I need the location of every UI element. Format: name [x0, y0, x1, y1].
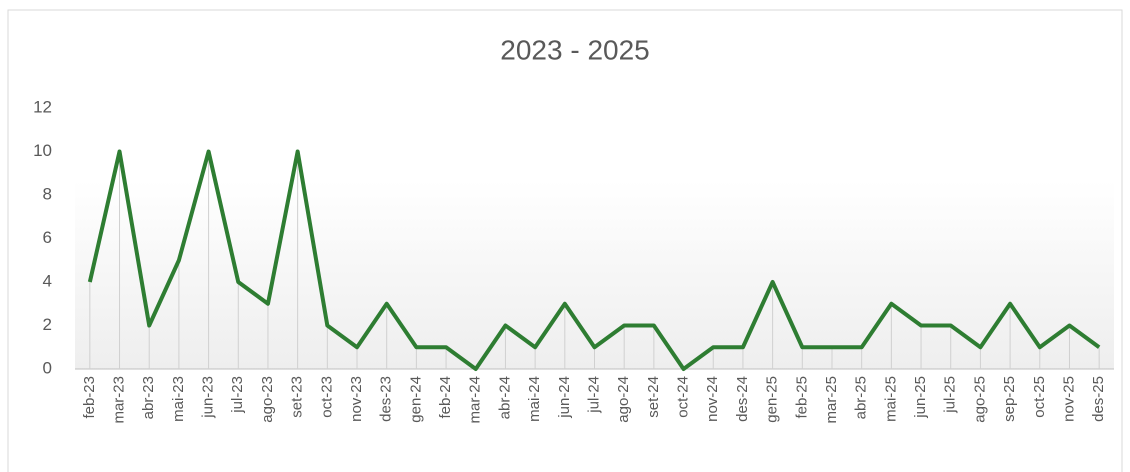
- x-tick-label: feb-24: [437, 376, 454, 419]
- x-tick-label: oct-25: [1031, 376, 1048, 418]
- x-tick-label: oct-24: [675, 376, 692, 418]
- x-tick-label: des-23: [378, 376, 395, 422]
- x-tick-label: ago-25: [971, 376, 988, 423]
- x-tick-label: set-24: [645, 376, 662, 418]
- x-tick-label: ago-24: [615, 376, 632, 423]
- x-tick-label: ago-23: [259, 376, 276, 423]
- x-tick-label: mai-25: [882, 376, 899, 422]
- x-tick-label: mai-23: [170, 376, 187, 422]
- x-tick-label: gen-24: [407, 376, 424, 423]
- x-tick-label: des-25: [1090, 376, 1107, 422]
- x-tick-label: oct-23: [318, 376, 335, 418]
- x-tick-label: sep-25: [1001, 376, 1018, 422]
- x-tick-label: gen-25: [764, 376, 781, 423]
- y-tick-label: 10: [33, 141, 52, 160]
- x-tick-label: nov-23: [348, 376, 365, 422]
- x-tick-label: abr-24: [496, 376, 513, 419]
- x-tick-label: abr-25: [853, 376, 870, 419]
- x-tick-label: set-23: [289, 376, 306, 418]
- x-tick-label: des-24: [734, 376, 751, 422]
- x-tick-label: jun-25: [912, 376, 929, 419]
- x-tick-label: nov-25: [1060, 376, 1077, 422]
- x-tick-label: jun-23: [200, 376, 217, 419]
- plot-background: [75, 180, 1114, 369]
- x-tick-label: jul-25: [942, 376, 959, 414]
- x-tick-label: abr-23: [140, 376, 157, 419]
- x-tick-label: jul-24: [585, 376, 602, 414]
- y-tick-label: 8: [43, 184, 52, 203]
- chart-title: 2023 - 2025: [500, 34, 649, 65]
- x-tick-label: mar-23: [110, 376, 127, 424]
- chart-frame: [7, 9, 1123, 472]
- x-tick-label: nov-24: [704, 376, 721, 422]
- y-tick-label: 12: [33, 97, 52, 116]
- x-tick-label: mai-24: [526, 376, 543, 422]
- y-tick-label: 4: [43, 271, 52, 290]
- x-tick-label: feb-23: [81, 376, 98, 419]
- y-tick-label: 6: [43, 228, 52, 247]
- x-tick-label: feb-25: [793, 376, 810, 419]
- x-tick-label: jun-24: [556, 376, 573, 419]
- x-tick-label: jul-23: [229, 376, 246, 414]
- line-series: [87, 149, 1101, 371]
- y-tick-label: 2: [43, 315, 52, 334]
- x-tick-label: mar-25: [823, 376, 840, 424]
- y-tick-label: 0: [43, 358, 52, 377]
- x-tick-label: mar-24: [467, 376, 484, 424]
